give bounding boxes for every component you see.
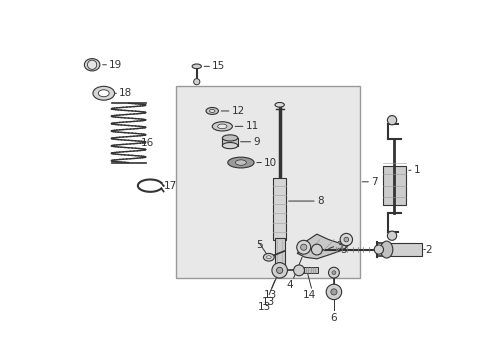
Bar (222, 138, 237, 145)
Bar (176, 86, 359, 278)
Polygon shape (297, 234, 351, 259)
Text: 8: 8 (316, 196, 323, 206)
Circle shape (331, 271, 335, 275)
Circle shape (386, 116, 396, 125)
Bar (382, 166, 405, 205)
Text: 14: 14 (303, 289, 316, 300)
Text: 9: 9 (253, 137, 260, 147)
Text: 13: 13 (257, 302, 270, 312)
Text: 3: 3 (336, 241, 342, 251)
Text: 11: 11 (245, 121, 258, 131)
Text: 4: 4 (286, 280, 292, 291)
Text: 12: 12 (231, 106, 244, 116)
Circle shape (328, 267, 339, 278)
Circle shape (340, 233, 352, 246)
Circle shape (311, 244, 322, 255)
Text: 13: 13 (263, 289, 276, 300)
Text: 16: 16 (141, 138, 154, 148)
Ellipse shape (98, 90, 109, 97)
Circle shape (271, 263, 287, 278)
Ellipse shape (209, 109, 215, 112)
Circle shape (373, 245, 383, 254)
Text: 1: 1 (413, 165, 420, 175)
Circle shape (386, 231, 396, 240)
Ellipse shape (222, 135, 237, 141)
Circle shape (343, 237, 348, 242)
Ellipse shape (217, 124, 226, 129)
Text: 13: 13 (261, 297, 274, 307)
Text: 19: 19 (109, 60, 122, 70)
Circle shape (87, 60, 97, 69)
Text: 10: 10 (264, 158, 277, 167)
Ellipse shape (274, 103, 284, 107)
Text: 7: 7 (370, 177, 377, 187)
Circle shape (193, 78, 200, 85)
Ellipse shape (222, 143, 237, 149)
Circle shape (296, 240, 310, 254)
Bar (304, 267, 318, 274)
Text: 2: 2 (425, 244, 431, 255)
Ellipse shape (227, 157, 254, 168)
Ellipse shape (266, 256, 270, 259)
Circle shape (276, 267, 282, 274)
Text: 3: 3 (340, 244, 346, 255)
Text: 17: 17 (164, 181, 177, 191)
Circle shape (330, 289, 336, 295)
Circle shape (300, 244, 306, 250)
Ellipse shape (212, 122, 232, 131)
Bar (386, 243, 421, 256)
Text: 18: 18 (119, 88, 132, 98)
Bar (273, 178, 285, 239)
Ellipse shape (84, 59, 100, 71)
Ellipse shape (192, 64, 201, 69)
Text: 6: 6 (330, 313, 337, 323)
Bar (274, 238, 285, 270)
Circle shape (325, 284, 341, 300)
Ellipse shape (380, 241, 392, 258)
Ellipse shape (235, 160, 246, 165)
Ellipse shape (93, 86, 114, 100)
Text: 5: 5 (256, 240, 263, 250)
Text: 15: 15 (212, 61, 225, 71)
Circle shape (293, 265, 304, 276)
Ellipse shape (263, 253, 274, 261)
Ellipse shape (205, 108, 218, 114)
